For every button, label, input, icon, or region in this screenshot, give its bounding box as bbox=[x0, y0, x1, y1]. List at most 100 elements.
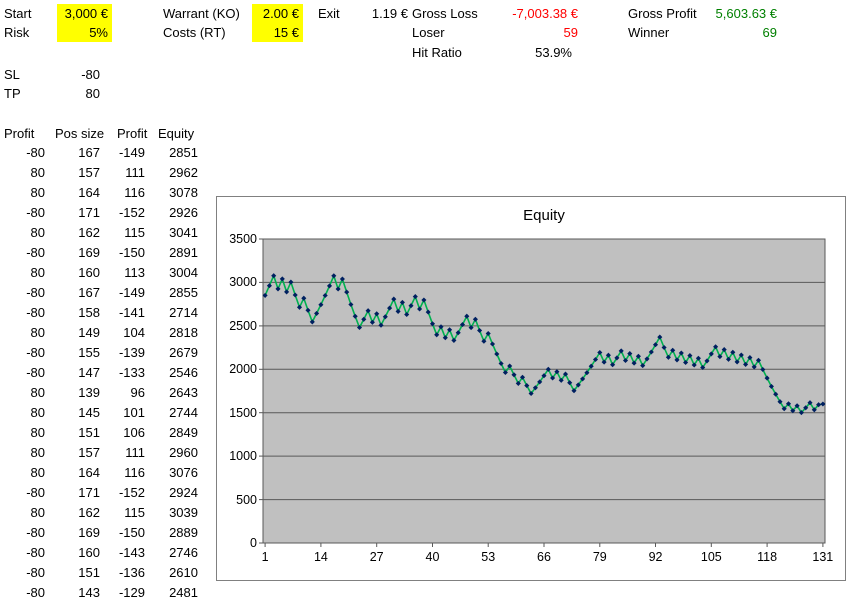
table-cell: 2818 bbox=[169, 325, 198, 340]
table-cell: -80 bbox=[26, 565, 45, 580]
table-cell: -80 bbox=[26, 545, 45, 560]
table-cell: 80 bbox=[30, 385, 45, 400]
table-cell: -80 bbox=[26, 305, 45, 320]
table-cell: 96 bbox=[130, 385, 145, 400]
table-cell: 167 bbox=[78, 285, 100, 300]
table-header: Profit Pos size Profit Equity bbox=[0, 124, 210, 143]
table-cell: 157 bbox=[78, 445, 100, 460]
gross-profit-label: Gross Profit bbox=[628, 6, 697, 21]
table-cell: 80 bbox=[30, 505, 45, 520]
exit-value: 1.19 € bbox=[371, 6, 408, 21]
table-cell: -80 bbox=[26, 485, 45, 500]
table-cell: 167 bbox=[78, 145, 100, 160]
table-cell: 106 bbox=[123, 425, 145, 440]
table-cell: 2962 bbox=[169, 165, 198, 180]
table-cell: 2643 bbox=[169, 385, 198, 400]
table-cell: 80 bbox=[30, 225, 45, 240]
hit-ratio-value: 53.9% bbox=[535, 45, 572, 60]
table-cell: 164 bbox=[78, 465, 100, 480]
table-cell: -129 bbox=[118, 585, 145, 600]
tp-value: 80 bbox=[85, 86, 100, 101]
costs-rt-value-cell[interactable]: 15 € bbox=[252, 23, 303, 42]
table-cell: 143 bbox=[78, 585, 100, 600]
table-cell: 101 bbox=[123, 405, 145, 420]
table-cell: 80 bbox=[30, 405, 45, 420]
table-row: -80 143 -129 2481 bbox=[0, 583, 210, 603]
table-row: -80 158 -141 2714 bbox=[0, 303, 210, 323]
table-cell: -80 bbox=[26, 585, 45, 600]
col-header-profit: Profit bbox=[4, 126, 35, 141]
table-cell: 80 bbox=[30, 265, 45, 280]
table-row: -80 171 -152 2926 bbox=[0, 203, 210, 223]
table-cell: 2926 bbox=[169, 205, 198, 220]
gross-profit-value: 5,603.63 € bbox=[715, 6, 777, 21]
table-row: 80 162 115 3039 bbox=[0, 503, 210, 523]
table-cell: 104 bbox=[123, 325, 145, 340]
col-header-profit-eur: Profit bbox=[117, 126, 148, 141]
trade-results-table: -80 167 -149 2851 80 157 111 2962 80 164 116 3078 -8… bbox=[0, 143, 210, 603]
table-cell: 149 bbox=[78, 325, 100, 340]
table-cell: 80 bbox=[30, 325, 45, 340]
table-cell: -143 bbox=[118, 545, 145, 560]
table-cell: 113 bbox=[124, 265, 145, 280]
table-cell: -152 bbox=[118, 485, 145, 500]
table-cell: -80 bbox=[26, 285, 45, 300]
sl-label: SL bbox=[4, 67, 20, 82]
table-cell: 2889 bbox=[169, 525, 198, 540]
exit-label: Exit bbox=[318, 6, 340, 21]
costs-rt-label: Costs (RT) bbox=[163, 25, 226, 40]
table-cell: -149 bbox=[118, 285, 145, 300]
table-cell: 80 bbox=[30, 445, 45, 460]
table-row: 80 162 115 3041 bbox=[0, 223, 210, 243]
table-cell: -136 bbox=[118, 565, 145, 580]
table-row: -80 160 -143 2746 bbox=[0, 543, 210, 563]
table-cell: 147 bbox=[78, 365, 100, 380]
risk-value-cell[interactable]: 5% bbox=[57, 23, 112, 42]
table-cell: 3041 bbox=[169, 225, 198, 240]
table-cell: -80 bbox=[26, 345, 45, 360]
table-cell: 162 bbox=[78, 225, 100, 240]
table-cell: 2714 bbox=[169, 305, 198, 320]
table-cell: -152 bbox=[118, 205, 145, 220]
table-row: 80 151 106 2849 bbox=[0, 423, 210, 443]
equity-chart: Equity 3500 3000 2500 2000 1500 1000 500 0 1 14 2… bbox=[216, 196, 846, 581]
table-cell: 116 bbox=[124, 185, 145, 200]
table-cell: -80 bbox=[26, 365, 45, 380]
table-cell: 3004 bbox=[169, 265, 198, 280]
table-row: -80 171 -152 2924 bbox=[0, 483, 210, 503]
table-cell: -141 bbox=[118, 305, 145, 320]
table-cell: 171 bbox=[78, 485, 100, 500]
table-cell: -80 bbox=[26, 145, 45, 160]
table-cell: 155 bbox=[78, 345, 100, 360]
table-cell: 3078 bbox=[169, 185, 198, 200]
table-cell: -80 bbox=[26, 205, 45, 220]
table-cell: 80 bbox=[30, 185, 45, 200]
table-cell: -133 bbox=[118, 365, 145, 380]
table-cell: -149 bbox=[118, 145, 145, 160]
table-cell: -80 bbox=[26, 245, 45, 260]
warrant-ko-label: Warrant (KO) bbox=[163, 6, 240, 21]
table-cell: 2546 bbox=[169, 365, 198, 380]
hit-ratio-label: Hit Ratio bbox=[412, 45, 462, 60]
table-cell: 2849 bbox=[169, 425, 198, 440]
table-row: 80 164 116 3078 bbox=[0, 183, 210, 203]
table-cell: 145 bbox=[78, 405, 100, 420]
gross-loss-value: -7,003.38 € bbox=[512, 6, 578, 21]
table-cell: 158 bbox=[78, 305, 100, 320]
table-cell: 162 bbox=[78, 505, 100, 520]
equity-chart-plot bbox=[259, 238, 826, 547]
table-row: -80 151 -136 2610 bbox=[0, 563, 210, 583]
table-cell: 160 bbox=[78, 545, 100, 560]
tp-label: TP bbox=[4, 86, 21, 101]
table-cell: 151 bbox=[78, 425, 100, 440]
start-value-cell[interactable]: 3,000 € bbox=[57, 4, 112, 23]
table-cell: 169 bbox=[78, 245, 100, 260]
table-cell: 115 bbox=[124, 225, 145, 240]
table-cell: -150 bbox=[118, 525, 145, 540]
winner-label: Winner bbox=[628, 25, 670, 40]
table-cell: 80 bbox=[30, 465, 45, 480]
table-row: 80 139 96 2643 bbox=[0, 383, 210, 403]
table-row: -80 147 -133 2546 bbox=[0, 363, 210, 383]
table-cell: 2744 bbox=[169, 405, 198, 420]
warrant-ko-value-cell[interactable]: 2.00 € bbox=[252, 4, 303, 23]
